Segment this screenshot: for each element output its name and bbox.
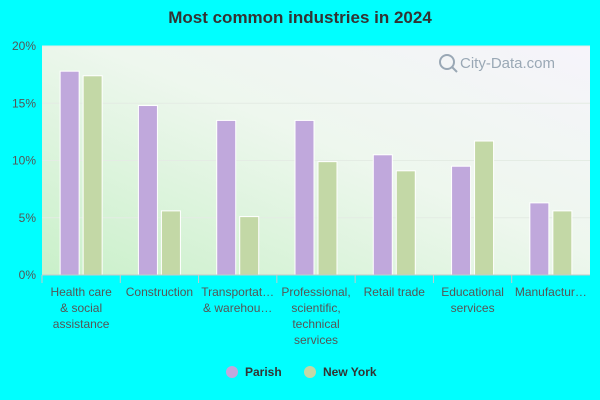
bar-new-york	[474, 140, 495, 276]
x-category-label: Construction	[126, 285, 193, 299]
y-tick-label: 15%	[12, 96, 36, 110]
y-tick-label: 20%	[12, 39, 36, 53]
bar-parish	[529, 202, 550, 276]
bar-new-york	[82, 75, 103, 276]
watermark-text: City-Data.com	[460, 55, 555, 72]
x-category-label: Professional, scientific, technical service…	[281, 285, 350, 347]
bar-new-york	[395, 170, 416, 276]
bar-parish	[372, 154, 393, 276]
x-category-label: Educational services	[441, 285, 504, 315]
watermark: City-Data.com	[439, 54, 555, 73]
bar-new-york	[552, 210, 573, 276]
y-tick-label: 0%	[19, 268, 37, 282]
bar-parish	[59, 70, 80, 276]
bar-parish	[216, 119, 237, 276]
x-category-label: Retail trade	[364, 285, 426, 299]
legend-label: Parish	[245, 365, 282, 379]
bar-parish	[451, 165, 472, 276]
search-icon-handle	[451, 66, 458, 73]
bar-new-york	[160, 210, 181, 276]
legend-label: New York	[323, 365, 377, 379]
x-category-label: Manufactur…	[515, 285, 587, 299]
bar-new-york	[239, 216, 260, 276]
y-tick-label: 5%	[19, 211, 37, 225]
legend-swatch	[304, 366, 316, 378]
bar-new-york	[317, 161, 338, 276]
bar-parish	[294, 119, 315, 276]
y-tick-label: 10%	[12, 154, 36, 168]
legend-swatch	[226, 366, 238, 378]
x-category-label: Health care & social assistance	[50, 285, 112, 331]
bar-parish	[137, 105, 158, 276]
x-category-label: Transportat… & warehou…	[201, 285, 274, 315]
search-icon	[439, 54, 455, 70]
chart-title: Most common industries in 2024	[168, 8, 432, 27]
